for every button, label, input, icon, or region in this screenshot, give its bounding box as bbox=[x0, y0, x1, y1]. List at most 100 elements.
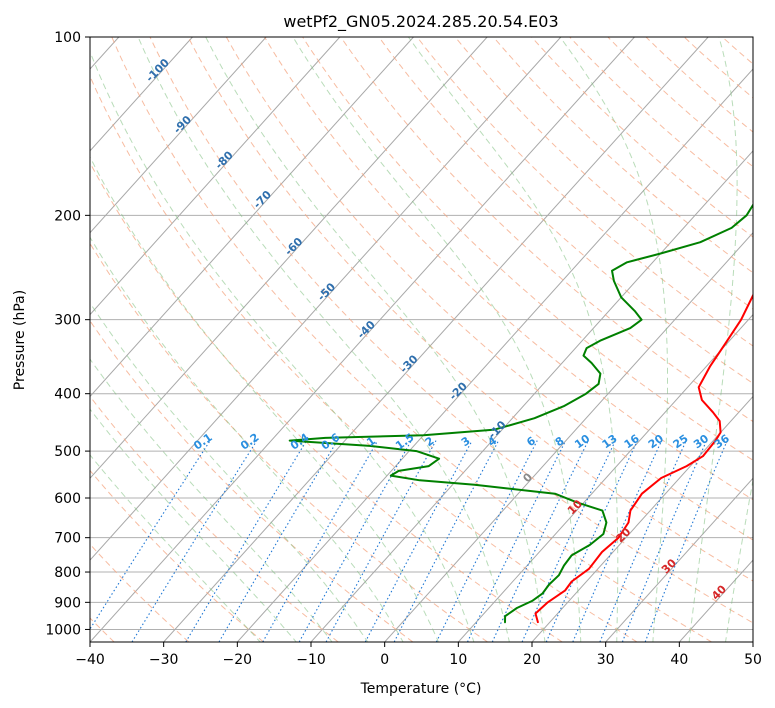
y-tick-label: 900 bbox=[54, 595, 81, 611]
dry-adiabat-line bbox=[90, 469, 264, 642]
mixing-ratio-line bbox=[218, 440, 338, 642]
moist-adiabat-line bbox=[90, 408, 297, 642]
mixing-ratio-line bbox=[262, 440, 379, 642]
mixing-ratio-label: 20 bbox=[646, 432, 666, 452]
x-tick-label: 50 bbox=[744, 652, 762, 668]
mixing-ratio-line bbox=[599, 440, 687, 642]
dry-adiabat-label: -90 bbox=[171, 113, 194, 136]
mixing-ratio-line bbox=[545, 440, 638, 642]
dry-adiabat-line bbox=[111, 37, 712, 642]
y-tick-label: 400 bbox=[54, 387, 81, 403]
dry-adiabat-label: -80 bbox=[213, 148, 236, 171]
isotherm-line bbox=[531, 395, 753, 642]
y-tick-label: 100 bbox=[54, 30, 81, 46]
dry-adiabat-label: -60 bbox=[282, 235, 305, 258]
mixing-ratio-label: 13 bbox=[600, 432, 620, 451]
mixing-ratio-line bbox=[185, 440, 308, 642]
moist-adiabat-line bbox=[725, 477, 753, 642]
isotherm-line bbox=[605, 477, 753, 642]
mixing-ratio-line bbox=[491, 440, 589, 642]
dry-adiabat-line bbox=[90, 395, 339, 642]
x-tick-label: −40 bbox=[75, 652, 105, 668]
x-tick-label: 10 bbox=[449, 652, 467, 668]
lines-layer bbox=[288, 203, 753, 624]
temperature-profile-line bbox=[534, 293, 753, 624]
dry-adiabat-line bbox=[90, 75, 638, 642]
moist-adiabat-line bbox=[137, 37, 510, 642]
mixing-ratio-line bbox=[393, 440, 500, 642]
isotherm-line bbox=[90, 37, 267, 234]
y-tick-label: 500 bbox=[54, 444, 81, 460]
mixing-ratio-line bbox=[435, 440, 538, 642]
dry-adiabat-line bbox=[493, 37, 753, 274]
isotherm-line bbox=[90, 37, 562, 561]
dry-adiabat-label: -20 bbox=[447, 379, 470, 402]
dry-adiabat-label: 20 bbox=[613, 525, 633, 545]
isotherm-line bbox=[90, 37, 414, 398]
moist-adiabat-line bbox=[688, 37, 738, 642]
mixing-ratio-line bbox=[467, 440, 567, 642]
y-tick-label: 600 bbox=[54, 491, 81, 507]
y-tick-label: 200 bbox=[54, 208, 81, 224]
mixing-ratio-label: 10 bbox=[572, 432, 592, 452]
mixing-ratio-line bbox=[325, 440, 437, 642]
labels-layer: 0.1 0.2 0.4 0.6 1 1.5 2 3 4 6 8 10 13 16 20 25 30 36-100-… bbox=[143, 56, 732, 603]
y-tick-label: 800 bbox=[54, 565, 81, 581]
dry-adiabat-line bbox=[187, 37, 753, 582]
x-axis-label: Temperature (°C) bbox=[360, 681, 482, 697]
dry-adiabat-line bbox=[761, 37, 775, 642]
mixing-ratio-label: 0.1 bbox=[191, 431, 214, 453]
dry-adiabat-line bbox=[378, 37, 753, 384]
isotherm-line bbox=[90, 37, 488, 480]
y-axis: 100 200 300 400 500 600 700 800 900 1000 bbox=[45, 30, 90, 638]
dry-adiabat-line bbox=[149, 37, 753, 624]
moist-adiabat-line bbox=[90, 156, 440, 642]
mixing-ratio-line bbox=[521, 440, 616, 642]
dry-adiabat-line bbox=[683, 37, 753, 99]
dry-adiabat-line bbox=[225, 37, 753, 541]
dry-adiabat-line bbox=[90, 242, 488, 642]
chart-title: wetPf2_GN05.2024.285.20.54.E03 bbox=[283, 12, 558, 32]
mixing-ratio-label: 0.6 bbox=[319, 431, 343, 453]
dry-adiabat-line bbox=[607, 37, 753, 168]
x-tick-label: −20 bbox=[223, 652, 253, 668]
y-axis-label: Pressure (hPa) bbox=[12, 290, 28, 390]
dry-adiabat-label: 40 bbox=[709, 582, 729, 602]
isotherm-line bbox=[752, 641, 753, 642]
mixing-ratio-label: 6 bbox=[524, 434, 538, 449]
mixing-ratio-label: 25 bbox=[671, 432, 691, 451]
isotherm-line bbox=[384, 231, 753, 642]
moist-adiabat-line bbox=[90, 454, 261, 642]
moist-adiabat-line bbox=[559, 37, 668, 642]
dry-adiabat-line bbox=[416, 37, 753, 347]
x-tick-label: 0 bbox=[380, 652, 389, 668]
moist-adiabat-line bbox=[407, 37, 619, 642]
y-tick-label: 300 bbox=[54, 313, 81, 329]
dry-adiabat-line bbox=[531, 37, 753, 238]
dry-adiabat-label: -40 bbox=[355, 318, 378, 341]
y-tick-label: 700 bbox=[54, 531, 81, 547]
mixing-ratio-line bbox=[364, 440, 473, 642]
x-tick-label: 40 bbox=[670, 652, 688, 668]
mixing-ratio-label: 2 bbox=[423, 434, 437, 449]
isotherm-line bbox=[236, 68, 753, 642]
dry-adiabat-label: -100 bbox=[143, 56, 172, 85]
dry-adiabat-line bbox=[90, 543, 190, 642]
isotherm-line bbox=[90, 37, 193, 152]
x-tick-label: −30 bbox=[149, 652, 179, 668]
x-tick-label: −10 bbox=[296, 652, 326, 668]
mixing-ratio-line bbox=[572, 440, 663, 642]
moist-adiabat-line bbox=[90, 358, 333, 642]
grid-layer bbox=[90, 37, 775, 642]
dry-adiabat-line bbox=[90, 320, 414, 642]
isotherm-line bbox=[457, 313, 753, 642]
isotherm-line bbox=[90, 37, 635, 642]
plot-frame bbox=[89, 36, 754, 643]
dry-adiabat-line bbox=[454, 37, 753, 310]
dry-adiabat-label: -50 bbox=[315, 280, 338, 303]
y-tick-label: 1000 bbox=[45, 622, 81, 638]
moist-adiabat-line bbox=[90, 50, 475, 642]
mixing-ratio-label: 16 bbox=[622, 432, 642, 452]
mixing-ratio-line bbox=[298, 440, 412, 642]
